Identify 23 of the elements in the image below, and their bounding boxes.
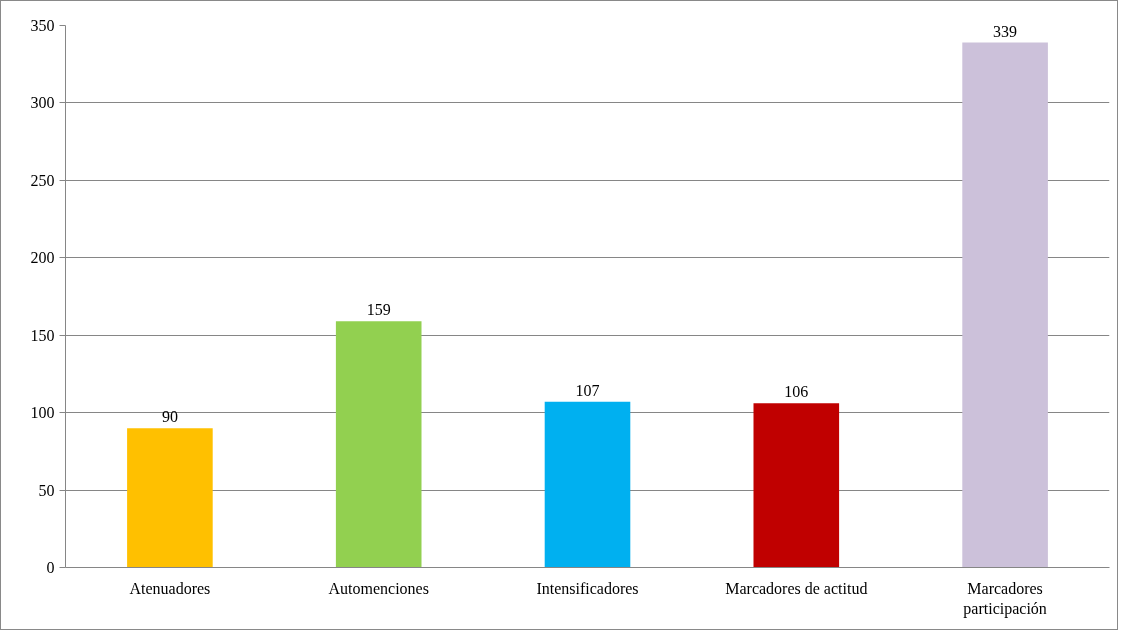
data-label: 106	[784, 383, 809, 401]
data-label: 90	[161, 408, 178, 426]
x-tick-label: Automenciones	[328, 579, 429, 597]
bar	[335, 321, 422, 568]
y-tick-label: 50	[38, 481, 55, 499]
bar	[127, 428, 213, 568]
y-tick-label: 150	[30, 326, 55, 344]
bar	[753, 403, 840, 568]
x-tick-label: Marcadores de actitud	[725, 579, 868, 597]
data-label: 339	[993, 22, 1018, 40]
y-tick-label: 250	[30, 171, 55, 189]
bar	[962, 42, 1048, 568]
x-tick-label: Marcadores participación	[963, 579, 1047, 618]
bar	[544, 401, 631, 568]
data-label: 107	[575, 381, 600, 399]
x-tick-label: Atenuadores	[129, 579, 211, 597]
y-tick-label: 0	[46, 559, 55, 576]
y-tick-label: 300	[30, 94, 55, 112]
y-tick-label: 200	[30, 249, 55, 267]
x-tick-label: Intensificadores	[536, 579, 639, 597]
y-tick-label: 100	[30, 404, 55, 422]
y-tick-label: 350	[30, 17, 55, 34]
data-label: 159	[366, 301, 391, 319]
